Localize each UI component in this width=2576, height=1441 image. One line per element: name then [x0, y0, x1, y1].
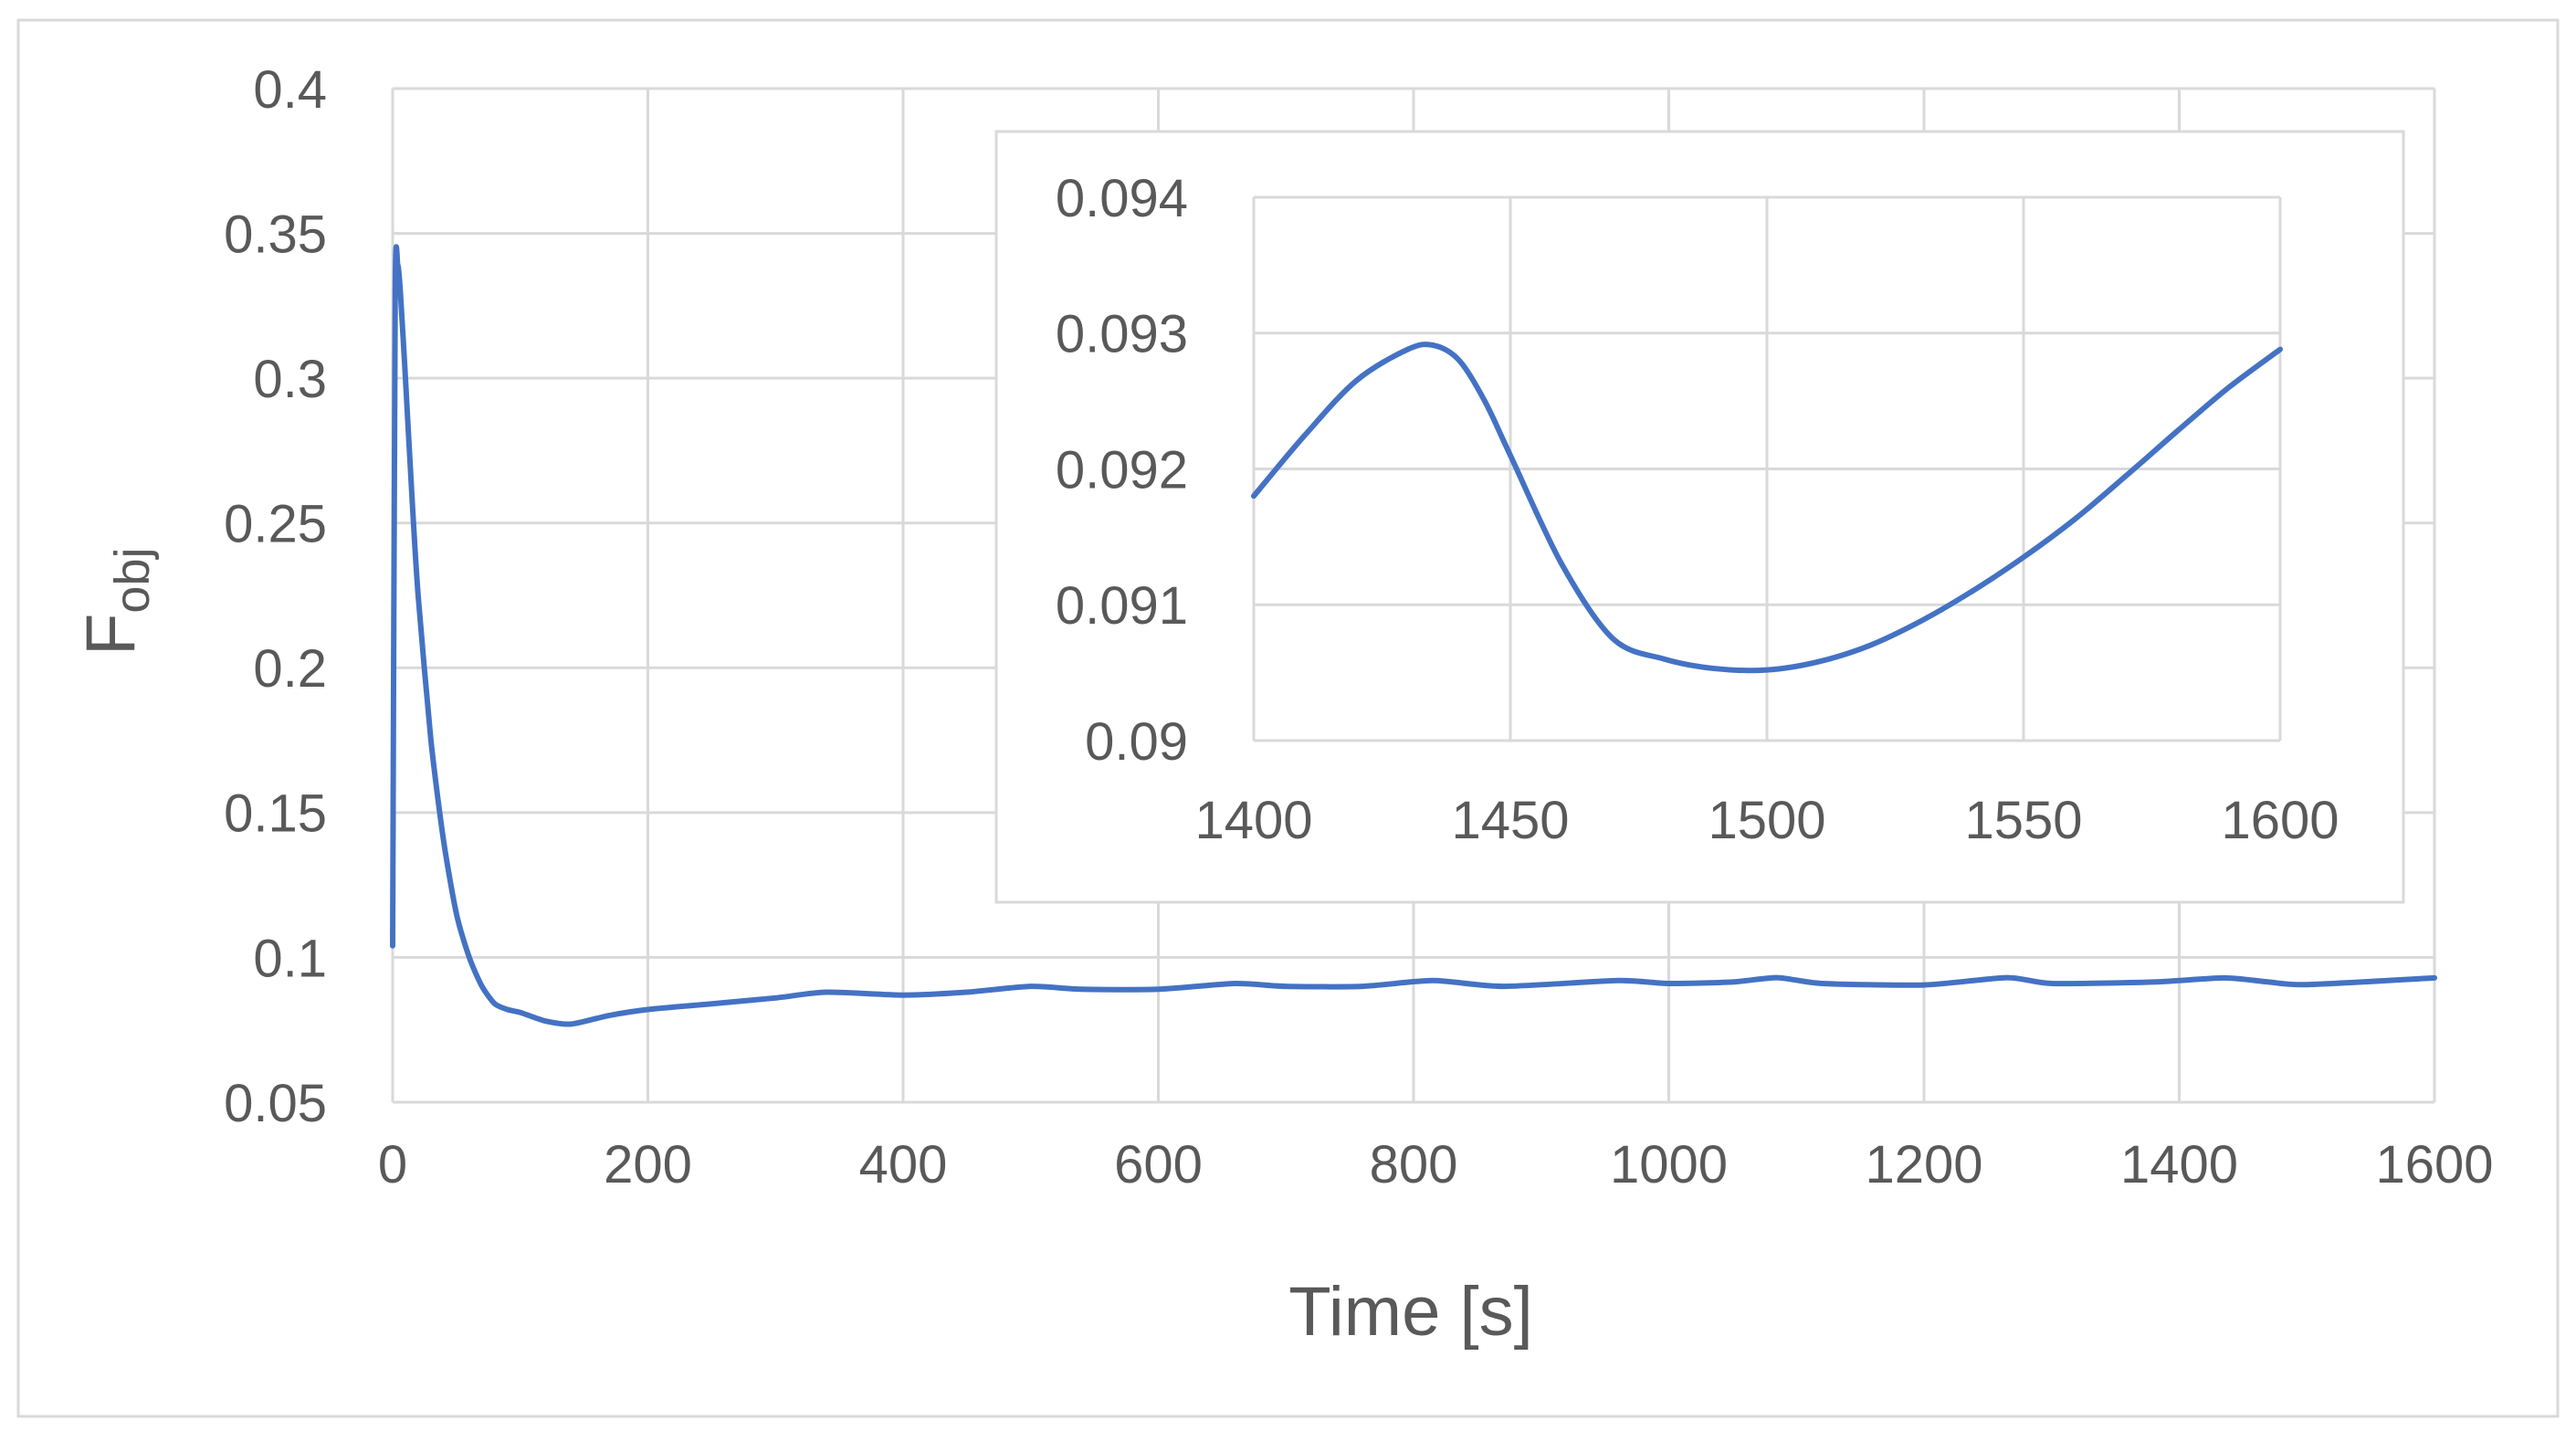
series-line: [390, 244, 2437, 1027]
y-tick-label: 0.25: [224, 495, 327, 554]
series-line: [1251, 342, 2283, 674]
y-tick-label: 0.4: [253, 60, 327, 120]
inset-series: [1251, 342, 2283, 674]
main-series: [390, 244, 2437, 1027]
x-tick-label: 600: [1114, 1135, 1203, 1194]
x-tick-label: 1550: [1964, 791, 2082, 850]
x-tick-label: 400: [859, 1135, 948, 1194]
x-tick-label: 1400: [1194, 791, 1312, 850]
inset-frame: [994, 130, 2405, 904]
x-axis-label: Time [s]: [1288, 1273, 1532, 1351]
y-tick-label: 0.091: [1056, 576, 1188, 636]
y-tick-label: 0.09: [1085, 712, 1188, 772]
x-tick-label: 800: [1370, 1135, 1458, 1194]
x-tick-label: 1200: [1865, 1135, 1982, 1194]
y-tick-label: 0.05: [224, 1074, 327, 1133]
y-axis-label-subscript: obj: [105, 548, 160, 614]
y-tick-label: 0.094: [1056, 169, 1188, 228]
main-y-tick-labels: 0.05 0.1 0.15 0.2 0.25 0.3 0.35 0.4: [224, 60, 327, 1133]
y-axis-label-main: F: [72, 614, 150, 656]
x-tick-label: 1000: [1610, 1135, 1728, 1194]
x-tick-label: 0: [378, 1135, 407, 1194]
x-tick-label: 1600: [2221, 791, 2339, 850]
inset-x-tick-labels: 1400 1450 1500 1550 1600: [1194, 791, 2339, 850]
x-tick-label: 1600: [2375, 1135, 2493, 1194]
y-tick-label: 0.35: [224, 205, 327, 264]
y-tick-label: 0.2: [253, 639, 327, 699]
inset-y-tick-labels: 0.09 0.091 0.092 0.093 0.094: [1056, 169, 1188, 772]
x-tick-label: 200: [604, 1135, 692, 1194]
x-tick-label: 1450: [1451, 791, 1569, 850]
y-tick-label: 0.093: [1056, 305, 1188, 364]
main-x-tick-labels: 0 200 400 600 800 1000 1200 1400 1600: [378, 1135, 2494, 1194]
svg-text:Fobj: Fobj: [72, 548, 160, 657]
y-tick-label: 0.1: [253, 929, 327, 988]
y-tick-label: 0.092: [1056, 440, 1188, 500]
y-tick-label: 0.3: [253, 350, 327, 409]
x-tick-label: 1500: [1708, 791, 1825, 850]
inset-gridlines: [1252, 195, 2282, 742]
y-axis-label: Fobj: [72, 548, 160, 657]
x-tick-label: 1400: [2120, 1135, 2238, 1194]
y-tick-label: 0.15: [224, 784, 327, 844]
